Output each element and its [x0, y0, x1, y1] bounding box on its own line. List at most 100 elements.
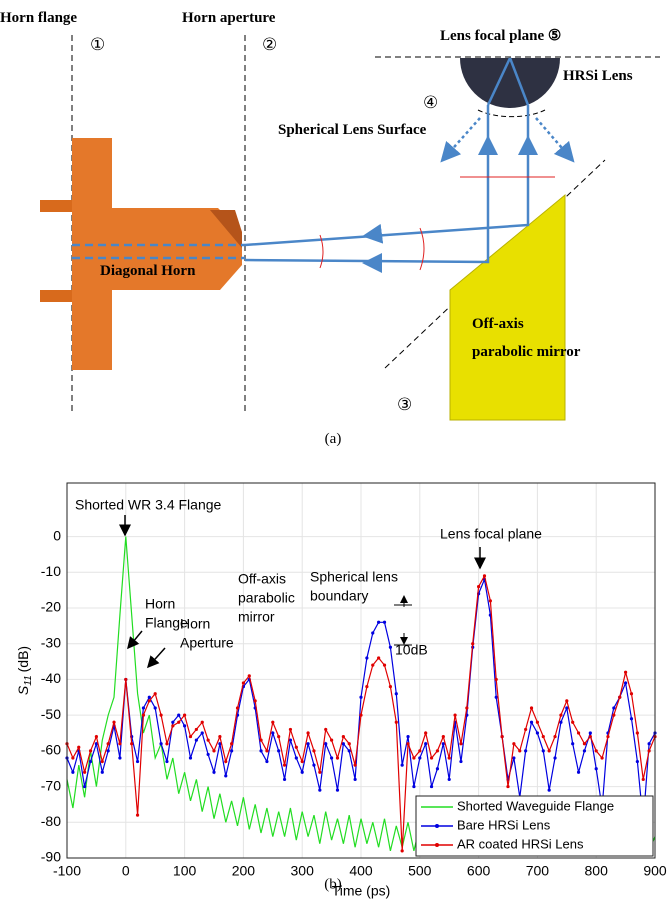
point [424, 731, 427, 734]
point [148, 699, 151, 702]
point [524, 728, 527, 731]
y-axis-label: S11(dB) [15, 646, 34, 695]
annotation: Shorted WR 3.4 Flange [75, 497, 222, 513]
point [559, 714, 562, 717]
point [265, 749, 268, 752]
point [207, 753, 210, 756]
annotation: Aperture [180, 635, 234, 651]
annotation: boundary [310, 588, 368, 604]
point [118, 742, 121, 745]
point [359, 714, 362, 717]
label: Spherical Lens Surface [278, 122, 427, 138]
point [124, 678, 127, 681]
point [230, 749, 233, 752]
point [218, 735, 221, 738]
point [271, 731, 274, 734]
point [101, 760, 104, 763]
x-tick-label: 200 [232, 863, 256, 879]
y-label-sub: 11 [23, 675, 34, 685]
legend-marker [435, 824, 439, 828]
point [271, 721, 274, 724]
point [77, 746, 80, 749]
point [312, 764, 315, 767]
caption: (b) [324, 876, 342, 892]
point [306, 731, 309, 734]
point [524, 749, 527, 752]
legend-label: Bare HRSi Lens [457, 817, 551, 832]
x-tick-label: 400 [349, 863, 373, 879]
point [401, 764, 404, 767]
marker: ① [90, 35, 105, 54]
point [589, 731, 592, 734]
legend-label: AR coated HRSi Lens [457, 836, 584, 851]
page: Horn flange ① Horn aperture ② Lens focal… [0, 0, 667, 902]
point [301, 760, 304, 763]
label: Horn aperture [182, 10, 276, 26]
annotation: Off-axis [238, 571, 286, 587]
point [477, 585, 480, 588]
point [295, 756, 298, 759]
point [365, 656, 368, 659]
point [154, 706, 157, 709]
point [189, 735, 192, 738]
annotation: Horn [145, 596, 175, 612]
caption: (a) [325, 431, 342, 447]
point [406, 742, 409, 745]
point [295, 746, 298, 749]
point [436, 767, 439, 770]
point [107, 749, 110, 752]
diagram: Horn flange ① Horn aperture ② Lens focal… [0, 0, 667, 455]
point [465, 706, 468, 709]
point [95, 735, 98, 738]
point [442, 735, 445, 738]
point [542, 735, 545, 738]
point [265, 760, 268, 763]
point [606, 735, 609, 738]
point [224, 774, 227, 777]
annotation: Lens focal plane [440, 526, 542, 542]
point [318, 789, 321, 792]
marker: ④ [423, 93, 438, 112]
point [583, 742, 586, 745]
point [107, 742, 110, 745]
annotation: parabolic [238, 590, 295, 606]
x-tick-label: 600 [467, 863, 491, 879]
point [259, 739, 262, 742]
point [430, 785, 433, 788]
annotation: mirror [238, 609, 275, 625]
x-tick-label: 500 [408, 863, 432, 879]
point [577, 771, 580, 774]
y-tick-label: -70 [41, 777, 61, 793]
point [230, 742, 233, 745]
point [359, 696, 362, 699]
point [236, 706, 239, 709]
point [277, 735, 280, 738]
point [195, 728, 198, 731]
point [312, 749, 315, 752]
label: Off-axis [472, 316, 524, 332]
point [506, 785, 509, 788]
point [600, 756, 603, 759]
marker: ② [262, 35, 277, 54]
point [424, 742, 427, 745]
point [630, 717, 633, 720]
point [165, 742, 168, 745]
point [101, 771, 104, 774]
point [483, 574, 486, 577]
point [536, 721, 539, 724]
point [248, 674, 251, 677]
point [377, 656, 380, 659]
point [142, 714, 145, 717]
point [571, 742, 574, 745]
horn [40, 138, 245, 370]
point [283, 778, 286, 781]
point [195, 739, 198, 742]
point [371, 631, 374, 634]
point [301, 771, 304, 774]
point [395, 721, 398, 724]
point [89, 749, 92, 752]
label: Lens focal plane ⑤ [440, 28, 561, 44]
point [501, 735, 504, 738]
point [448, 756, 451, 759]
point [612, 706, 615, 709]
